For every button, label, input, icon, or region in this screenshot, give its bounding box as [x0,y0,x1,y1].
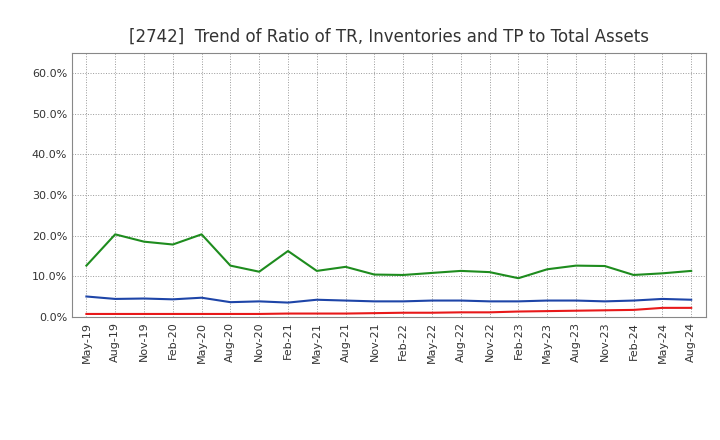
Trade Receivables [140,312,148,317]
Trade Payables [399,272,408,278]
Trade Receivables [485,310,494,315]
Trade Receivables [543,308,552,314]
Trade Payables [111,232,120,237]
Trade Receivables [168,312,177,317]
Trade Payables [687,268,696,274]
Trade Receivables [514,309,523,314]
Trade Receivables [600,308,609,313]
Inventories [456,298,465,303]
Trade Payables [226,263,235,268]
Inventories [572,298,580,303]
Trade Payables [168,242,177,247]
Trade Receivables [197,312,206,317]
Trade Payables [629,272,638,278]
Trade Payables [428,270,436,275]
Trade Payables [197,232,206,237]
Trade Receivables [284,311,292,316]
Inventories [226,300,235,305]
Inventories [658,296,667,301]
Inventories [399,299,408,304]
Trade Receivables [399,310,408,315]
Line: Inventories: Inventories [86,297,691,303]
Inventories [600,299,609,304]
Inventories [111,296,120,301]
Inventories [284,300,292,305]
Trade Payables [255,269,264,275]
Trade Receivables [341,311,350,316]
Inventories [197,295,206,301]
Trade Receivables [456,310,465,315]
Trade Receivables [312,311,321,316]
Inventories [543,298,552,303]
Trade Payables [341,264,350,269]
Trade Payables [456,268,465,274]
Inventories [428,298,436,303]
Trade Payables [284,248,292,253]
Trade Payables [600,264,609,269]
Trade Receivables [658,305,667,311]
Inventories [168,297,177,302]
Trade Payables [82,263,91,268]
Trade Receivables [255,312,264,317]
Trade Receivables [370,311,379,316]
Trade Receivables [687,305,696,311]
Trade Receivables [629,307,638,312]
Inventories [370,299,379,304]
Inventories [485,299,494,304]
Trade Receivables [226,312,235,317]
Inventories [312,297,321,302]
Trade Receivables [111,312,120,317]
Trade Payables [140,239,148,244]
Trade Receivables [572,308,580,313]
Inventories [514,299,523,304]
Inventories [82,294,91,299]
Title: [2742]  Trend of Ratio of TR, Inventories and TP to Total Assets: [2742] Trend of Ratio of TR, Inventories… [129,28,649,46]
Trade Payables [572,263,580,268]
Inventories [255,299,264,304]
Inventories [341,298,350,303]
Trade Payables [312,268,321,274]
Trade Payables [370,272,379,277]
Trade Receivables [82,312,91,317]
Inventories [629,298,638,303]
Inventories [140,296,148,301]
Trade Payables [658,271,667,276]
Trade Payables [485,269,494,275]
Line: Trade Receivables: Trade Receivables [86,308,691,314]
Trade Payables [543,267,552,272]
Inventories [687,297,696,302]
Line: Trade Payables: Trade Payables [86,235,691,278]
Trade Payables [514,275,523,281]
Trade Receivables [428,310,436,315]
